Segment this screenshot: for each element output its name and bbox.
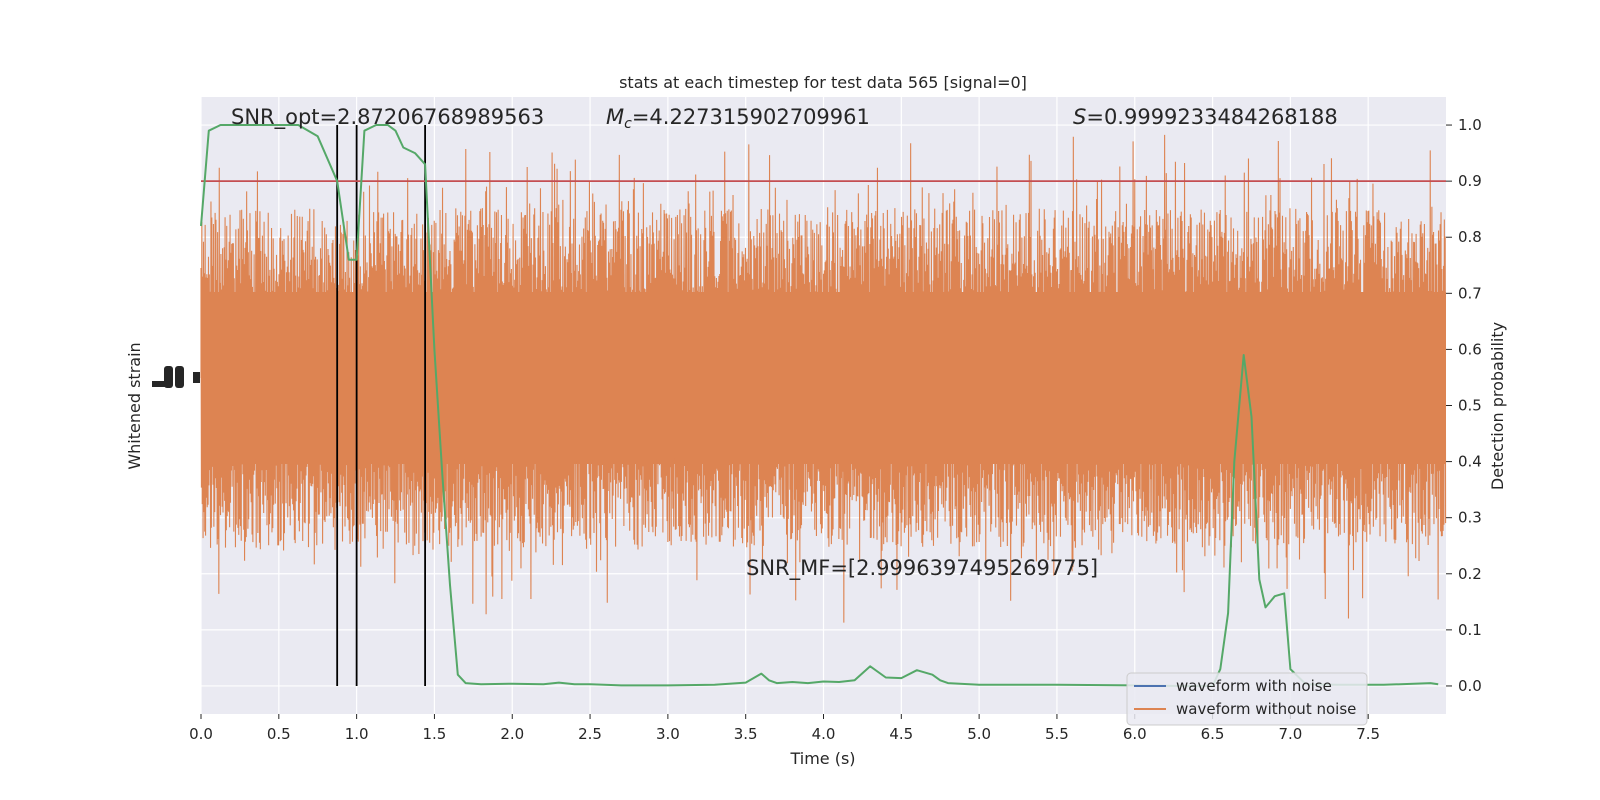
x-tick-label: 2.5 xyxy=(578,725,602,743)
left-y-axis-label: Whitened strain xyxy=(125,342,144,469)
legend-box xyxy=(1126,672,1368,726)
right-tick-label: 0.3 xyxy=(1458,509,1482,527)
legend-label-clean: waveform without noise xyxy=(1176,700,1356,718)
chirp-mass-annotation: Mc=4.227315902709961 xyxy=(606,105,870,132)
x-tick-label: 4.5 xyxy=(889,725,913,743)
legend: waveform with noise waveform without noi… xyxy=(1126,672,1368,726)
x-tick-label: 0.5 xyxy=(267,725,291,743)
right-tick-label: 0.0 xyxy=(1458,677,1482,695)
snr-mf-annotation: SNR_MF=[2.9996397495269775] xyxy=(746,556,1098,581)
right-y-axis-label: Detection probability xyxy=(1488,322,1507,490)
x-tick-label: 7.5 xyxy=(1356,725,1380,743)
noise-waveform-series xyxy=(200,134,1447,623)
right-tick-label: 0.8 xyxy=(1458,228,1482,246)
x-tick-label: 7.0 xyxy=(1278,725,1302,743)
left-axis-glyph-smear xyxy=(152,366,200,388)
x-tick-label: 1.0 xyxy=(345,725,369,743)
right-tick-label: 0.5 xyxy=(1458,397,1482,415)
snr-opt-annotation: SNR_opt=2.87206768989563 xyxy=(231,105,544,130)
x-axis-ticks: 0.0 0.5 1.0 1.5 2.0 2.5 3.0 3.5 4.0 4.5 5.0 5.5 6.0 6… xyxy=(189,714,1380,743)
x-tick-label: 3.0 xyxy=(656,725,680,743)
right-tick-label: 0.1 xyxy=(1458,621,1482,639)
x-tick-label: 2.0 xyxy=(500,725,524,743)
x-tick-label: 0.0 xyxy=(189,725,213,743)
legend-label-noise: waveform with noise xyxy=(1176,677,1332,695)
noise-waveform-line xyxy=(200,134,1447,623)
vertical-markers xyxy=(336,125,427,686)
probability-series xyxy=(200,124,1439,687)
s-annotation: S=0.9999233484268188 xyxy=(1073,105,1338,129)
right-axis-ticks: 0.0 0.1 0.2 0.3 0.4 0.5 0.6 0.7 0.8 0.9 1.0 xyxy=(1446,116,1482,695)
x-tick-label: 1.5 xyxy=(423,725,447,743)
right-tick-label: 0.6 xyxy=(1458,340,1482,358)
x-tick-label: 6.0 xyxy=(1123,725,1147,743)
x-tick-label: 5.5 xyxy=(1045,725,1069,743)
x-axis-label: Time (s) xyxy=(789,749,855,768)
chart-title: stats at each timestep for test data 565… xyxy=(619,73,1027,92)
right-tick-label: 1.0 xyxy=(1458,116,1482,134)
x-tick-label: 4.0 xyxy=(812,725,836,743)
detection-probability-line xyxy=(200,124,1439,687)
x-tick-label: 5.0 xyxy=(967,725,991,743)
x-tick-label: 3.5 xyxy=(734,725,758,743)
right-tick-label: 0.9 xyxy=(1458,172,1482,190)
right-tick-label: 0.7 xyxy=(1458,284,1482,302)
right-tick-label: 0.2 xyxy=(1458,565,1482,583)
x-tick-label: 6.5 xyxy=(1201,725,1225,743)
right-tick-label: 0.4 xyxy=(1458,453,1482,471)
